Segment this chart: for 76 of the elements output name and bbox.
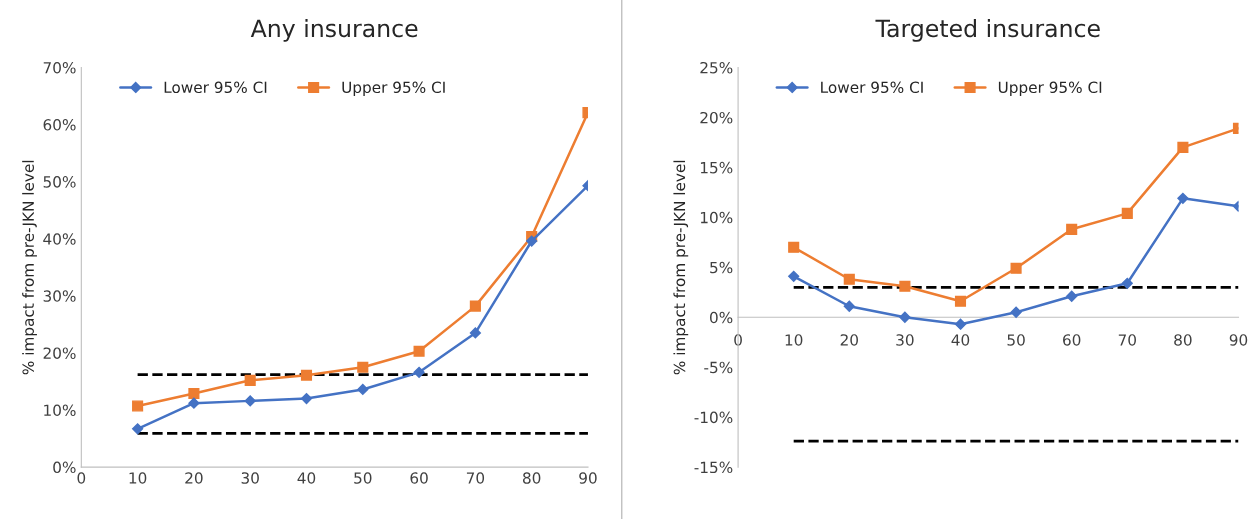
y-tick-label: 0%: [53, 461, 76, 474]
point: [1010, 306, 1022, 318]
y-tick-label: 10%: [44, 404, 76, 417]
point: [469, 327, 481, 339]
point: [1010, 262, 1022, 274]
point: [469, 300, 481, 312]
x-tick-label: 80: [522, 472, 541, 484]
y-tick-label: 20%: [700, 111, 733, 124]
x-tick-label: 70: [1118, 334, 1136, 346]
x-tick-label: 60: [1063, 334, 1081, 346]
x-tick-label: 60: [410, 472, 428, 484]
x-tick-label: 30: [896, 334, 914, 346]
point: [1066, 290, 1078, 302]
point: [188, 387, 200, 400]
point: [1121, 277, 1133, 289]
point: [843, 273, 855, 285]
point: [300, 369, 313, 381]
point: [1066, 223, 1078, 235]
y-tick-label: -15%: [694, 461, 733, 474]
point: [899, 311, 911, 323]
point: [954, 318, 967, 330]
x-tick-label: 0: [77, 472, 86, 484]
x-tick-label: 40: [951, 334, 970, 346]
point: [357, 361, 369, 373]
point: [1177, 141, 1189, 153]
chart-title: Any insurance: [250, 18, 418, 42]
x-tick-label: 50: [354, 472, 372, 484]
x-tick-label: 40: [297, 472, 316, 484]
legend-label: Lower 95% CI: [164, 81, 267, 94]
point: [413, 345, 425, 357]
y-tick-label: 25%: [700, 61, 733, 74]
y-tick-label: 0%: [710, 311, 733, 324]
chart-title: Targeted insurance: [875, 18, 1100, 42]
point: [526, 235, 538, 247]
legend-label: Upper 95% CI: [342, 81, 445, 97]
y-tick-label: 40%: [43, 233, 76, 245]
x-tick-label: 80: [1174, 334, 1192, 346]
point: [188, 397, 200, 409]
point: [1121, 207, 1133, 219]
legend-label: Lower 95% CI: [821, 81, 923, 94]
legend-label: Upper 95% CI: [998, 81, 1102, 97]
x-tick-label: 0: [734, 334, 742, 346]
point: [954, 295, 967, 307]
x-tick-label: 90: [579, 472, 597, 484]
point: [357, 383, 369, 396]
point: [244, 395, 256, 407]
x-tick-label: 30: [241, 472, 259, 484]
y-tick-label: 20%: [43, 347, 76, 359]
point: [244, 374, 256, 386]
point: [1177, 192, 1189, 204]
point: [132, 400, 144, 412]
point: [413, 366, 425, 378]
y-tick-label: 5%: [710, 261, 733, 274]
point: [788, 270, 800, 282]
y-tick-label: 15%: [700, 161, 733, 174]
x-tick-label: 50: [1007, 334, 1025, 346]
x-tick-label: 70: [466, 472, 485, 484]
x-tick-label: 20: [840, 334, 858, 346]
y-tick-label: 10%: [700, 211, 733, 224]
y-tick-label: -10%: [694, 411, 733, 424]
y-tick-label: 70%: [43, 61, 76, 74]
y-tick-label: -5%: [704, 361, 733, 374]
x-tick-label: 10: [785, 334, 803, 346]
point: [300, 392, 313, 405]
y-tick-label: 60%: [43, 119, 76, 131]
y-axis-title: % impact from pre-JKN level: [22, 160, 37, 375]
x-tick-label: 10: [129, 472, 147, 484]
x-tick-label: 20: [185, 472, 203, 484]
y-tick-label: 50%: [43, 176, 76, 188]
y-axis-title: % impact from pre-JKN level: [673, 160, 689, 375]
point: [899, 280, 911, 292]
point: [788, 241, 800, 253]
y-tick-label: 30%: [43, 290, 76, 302]
x-tick-label: 90: [1229, 334, 1248, 346]
point: [132, 423, 144, 435]
point: [843, 300, 855, 312]
